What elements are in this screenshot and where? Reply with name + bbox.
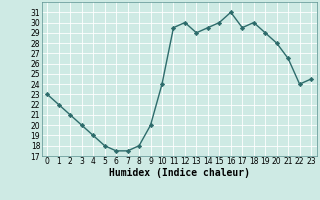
- X-axis label: Humidex (Indice chaleur): Humidex (Indice chaleur): [109, 168, 250, 178]
